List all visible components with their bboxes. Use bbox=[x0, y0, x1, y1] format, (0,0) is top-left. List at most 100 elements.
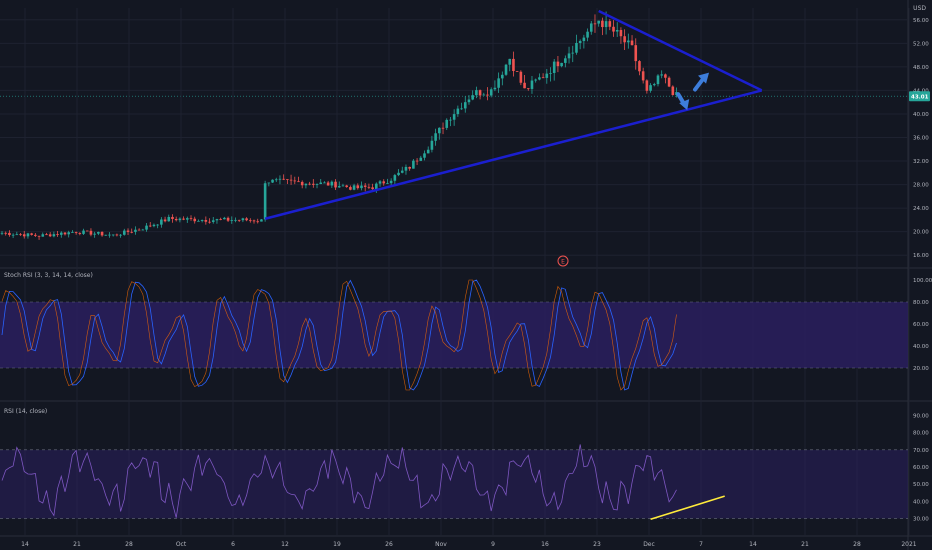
candle-body bbox=[530, 80, 534, 89]
candle-body bbox=[71, 232, 74, 233]
candle-body bbox=[556, 61, 560, 67]
candle-body bbox=[326, 182, 330, 186]
candle-body bbox=[123, 230, 126, 235]
candle-body bbox=[360, 185, 363, 189]
candle-body bbox=[375, 183, 378, 190]
stoch-tick-label: 20.00 bbox=[913, 366, 929, 372]
date-tick-label: 21 bbox=[801, 541, 809, 548]
candle-body bbox=[22, 234, 26, 237]
candle-body bbox=[278, 178, 282, 180]
candle-body bbox=[67, 232, 71, 235]
candle-body bbox=[26, 233, 30, 237]
candle-body bbox=[263, 183, 267, 220]
candle-body bbox=[256, 221, 260, 223]
candle-body bbox=[156, 224, 159, 226]
candle-body bbox=[671, 86, 675, 95]
upper-trendline bbox=[598, 9, 763, 92]
candle-body bbox=[286, 179, 289, 181]
earnings-circle bbox=[557, 255, 569, 267]
candle-body bbox=[412, 160, 415, 169]
current-price-badge bbox=[909, 91, 930, 102]
candle-body bbox=[315, 184, 319, 185]
candle-body bbox=[449, 119, 452, 121]
candle-body bbox=[85, 230, 89, 232]
candle-body bbox=[300, 181, 304, 186]
candle-body bbox=[189, 218, 193, 219]
candle-body bbox=[575, 42, 578, 53]
stoch-tick-label: 40.00 bbox=[913, 344, 929, 350]
date-tick-label: 28 bbox=[125, 541, 133, 548]
candle-body bbox=[389, 180, 393, 184]
price-tick-label: 40.00 bbox=[913, 112, 929, 118]
candle-body bbox=[378, 181, 382, 184]
candle-body bbox=[141, 229, 145, 231]
candle-body bbox=[48, 234, 52, 237]
candle-body bbox=[656, 75, 660, 85]
candle-body bbox=[582, 37, 586, 42]
price-tick-label: 52.00 bbox=[913, 41, 929, 47]
stoch-rsi-label: Stoch RSI (3, 3, 14, 14, close) bbox=[4, 272, 93, 279]
candle-body bbox=[260, 219, 263, 222]
candle-body bbox=[352, 185, 356, 190]
rsi-tick-label: 60.00 bbox=[913, 465, 929, 471]
candle-body bbox=[486, 94, 489, 96]
stoch-band bbox=[0, 302, 908, 368]
candle-body bbox=[215, 219, 219, 221]
candle-body bbox=[111, 234, 115, 236]
candle-body bbox=[19, 234, 22, 236]
candle-body bbox=[497, 78, 500, 88]
rsi-tick-label: 90.00 bbox=[913, 414, 929, 420]
candle-body bbox=[408, 166, 411, 169]
candle-body bbox=[297, 181, 300, 183]
candle-body bbox=[8, 232, 11, 236]
candle-body bbox=[30, 233, 33, 235]
indicator-bands bbox=[0, 301, 908, 519]
candle-body bbox=[130, 231, 134, 233]
candle-body bbox=[237, 219, 241, 221]
candle-body bbox=[601, 20, 604, 28]
candle-body bbox=[415, 160, 419, 162]
candle-body bbox=[82, 230, 85, 234]
stoch-d-line bbox=[1, 279, 677, 391]
candle-body bbox=[426, 149, 430, 154]
rsi-tick-label: 30.00 bbox=[913, 516, 929, 522]
candle-body bbox=[197, 220, 200, 222]
candle-body bbox=[523, 82, 526, 89]
candle-body bbox=[312, 183, 315, 185]
date-tick-label: 12 bbox=[281, 541, 289, 548]
arrow-head bbox=[679, 99, 690, 111]
candle-body bbox=[115, 234, 119, 236]
candle-body bbox=[471, 95, 474, 100]
candle-body bbox=[171, 216, 174, 219]
price-tick-label: 16.00 bbox=[913, 253, 929, 259]
candle-body bbox=[274, 179, 278, 181]
candle-body bbox=[452, 114, 456, 120]
candle-body bbox=[664, 74, 667, 78]
candle-body bbox=[126, 230, 130, 232]
candle-body bbox=[549, 72, 552, 74]
candle-body bbox=[630, 40, 634, 46]
candle-body bbox=[289, 179, 293, 181]
candle-body bbox=[463, 102, 467, 109]
axes: USD Stoch RSI (3, 3, 14, 14, close) RSI … bbox=[4, 5, 932, 548]
candle-body bbox=[564, 58, 567, 63]
date-tick-label: 2021 bbox=[901, 541, 916, 548]
candle-body bbox=[41, 234, 45, 237]
candle-body bbox=[330, 181, 334, 186]
candle-body bbox=[78, 233, 82, 234]
candle-body bbox=[567, 53, 571, 59]
candle-body bbox=[508, 58, 512, 65]
candle-body bbox=[634, 45, 638, 62]
stoch-tick-label: 80.00 bbox=[913, 300, 929, 306]
candle-body bbox=[589, 23, 593, 32]
candle-body bbox=[193, 218, 197, 222]
candle-body bbox=[45, 234, 48, 236]
candle-body bbox=[460, 108, 463, 110]
candle-body bbox=[52, 234, 56, 237]
candle-body bbox=[586, 31, 589, 38]
arrow-head bbox=[698, 72, 710, 84]
candle-body bbox=[226, 217, 230, 221]
candle-body bbox=[104, 234, 108, 236]
candle-body bbox=[501, 74, 504, 79]
candle-body bbox=[467, 99, 471, 103]
